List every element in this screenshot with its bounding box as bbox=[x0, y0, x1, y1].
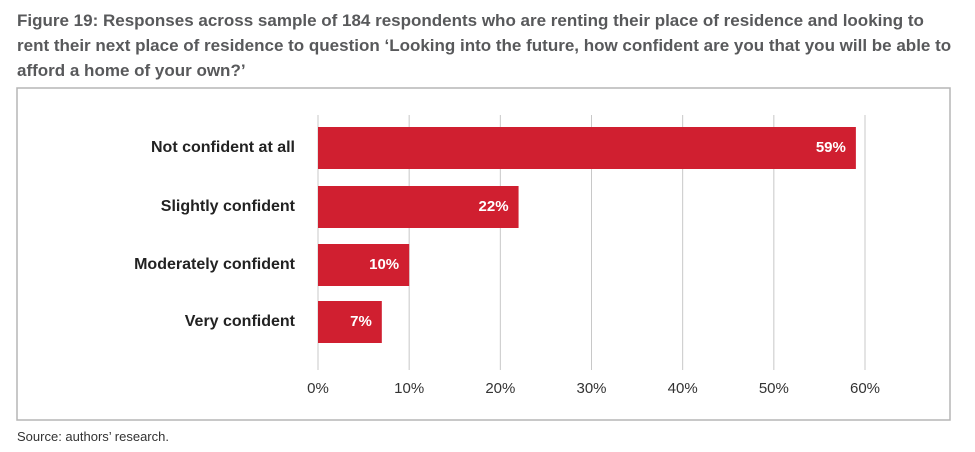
data-label: 10% bbox=[369, 256, 399, 273]
data-label: 59% bbox=[816, 139, 846, 156]
x-tick-label: 20% bbox=[485, 380, 515, 397]
y-tick-label: Not confident at all bbox=[151, 139, 295, 156]
y-tick-label: Slightly confident bbox=[161, 198, 296, 215]
y-tick-label: Very confident bbox=[185, 313, 296, 330]
chart-frame bbox=[16, 87, 951, 421]
source-note: Source: authors’ research. bbox=[17, 429, 169, 444]
y-tick-label: Moderately confident bbox=[134, 256, 296, 273]
data-label: 22% bbox=[479, 198, 509, 215]
bar bbox=[318, 244, 410, 286]
chart-title: Figure 19: Responses across sample of 18… bbox=[17, 11, 952, 80]
x-tick-label: 10% bbox=[394, 380, 424, 397]
bar bbox=[318, 127, 856, 169]
data-label: 7% bbox=[350, 313, 372, 330]
x-tick-label: 30% bbox=[576, 380, 606, 397]
x-tick-label: 40% bbox=[668, 380, 698, 397]
x-tick-label: 50% bbox=[759, 380, 789, 397]
bar bbox=[318, 301, 382, 343]
x-tick-label: 60% bbox=[850, 380, 880, 397]
x-tick-label: 0% bbox=[307, 380, 329, 397]
bar bbox=[318, 186, 519, 228]
